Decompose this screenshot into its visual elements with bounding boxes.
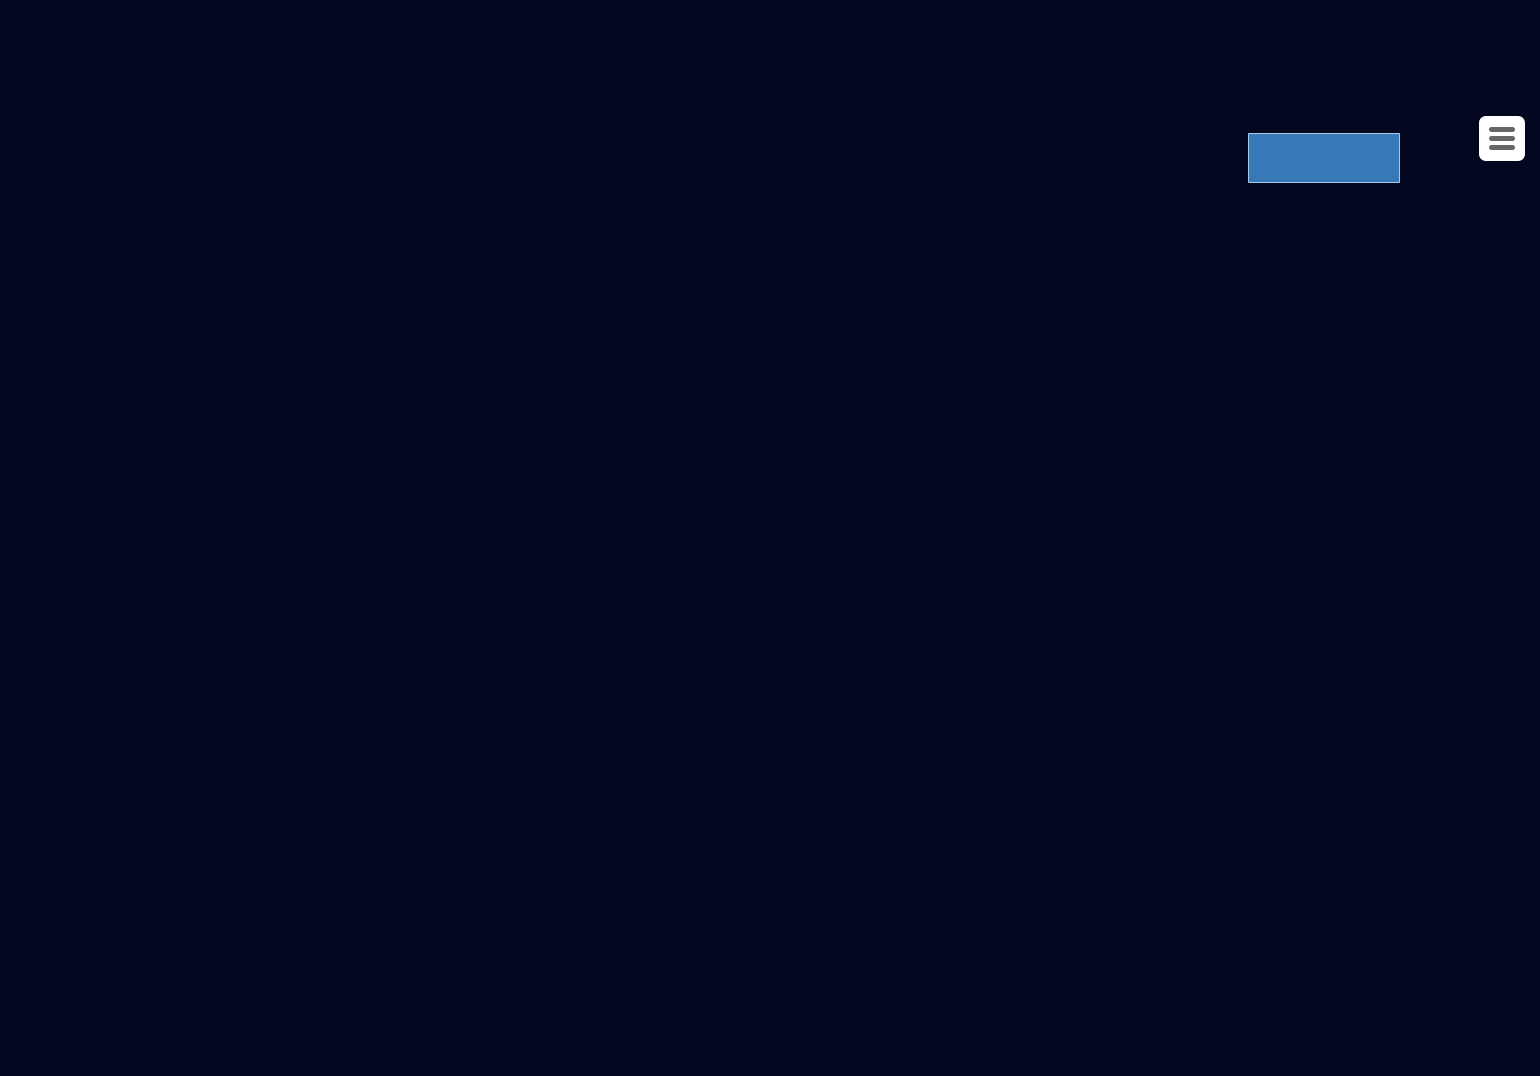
hamburger-menu-icon[interactable] [1479, 116, 1525, 161]
reset-zoom-button[interactable] [1248, 133, 1400, 183]
